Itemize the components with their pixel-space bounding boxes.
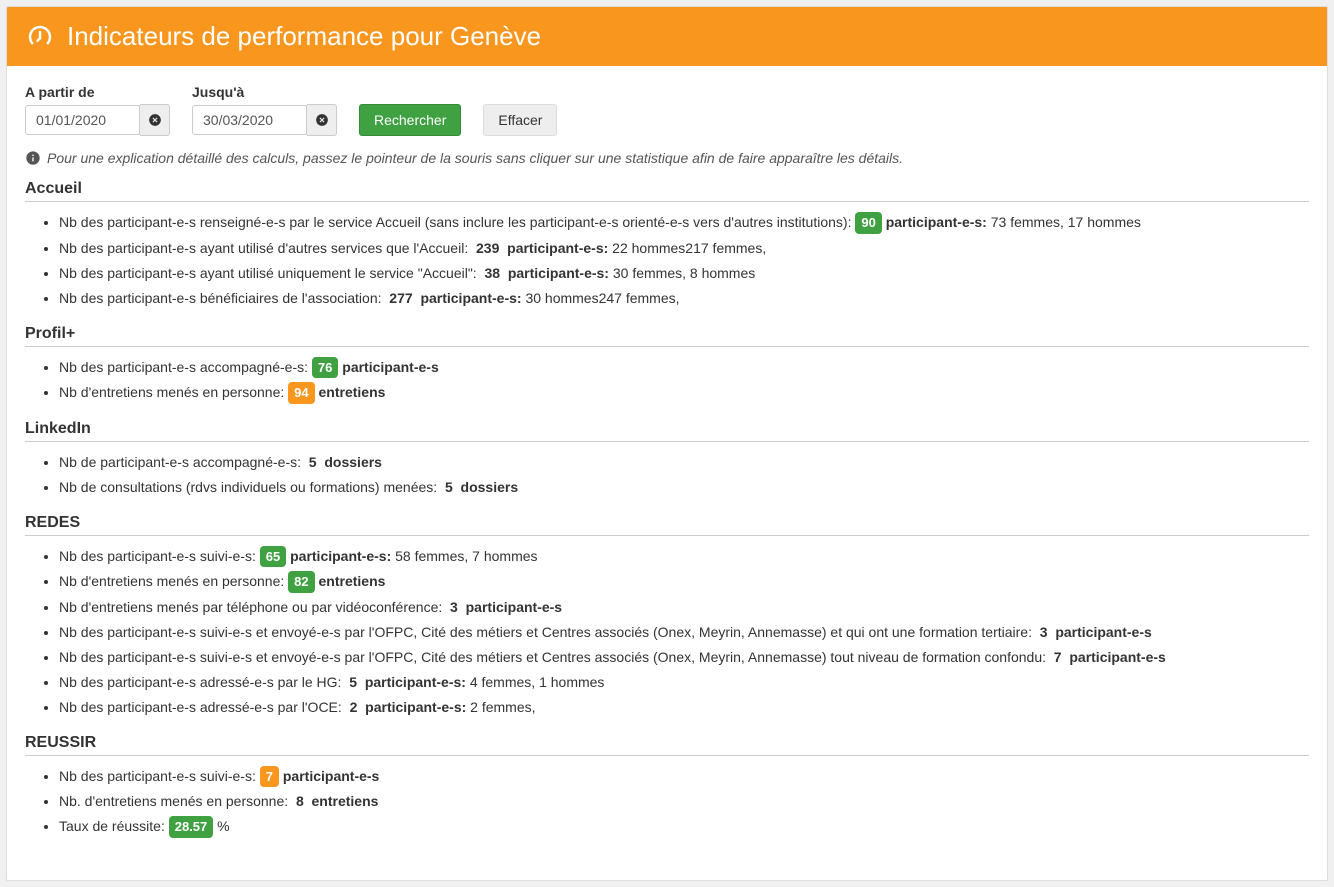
section-reussir: REUSSIR Nb des participant-e-s suivi-e-s… bbox=[25, 734, 1309, 840]
badge: 76 bbox=[312, 357, 338, 379]
header-bar: Indicateurs de performance pour Genève bbox=[7, 7, 1327, 66]
metric-item: Nb de consultations (rdvs individuels ou… bbox=[59, 475, 1309, 500]
info-icon bbox=[25, 150, 41, 166]
metric-item: Nb des participant-e-s suivi-e-s et envo… bbox=[59, 620, 1309, 645]
metric-item: Nb des participant-e-s ayant utilisé d'a… bbox=[59, 236, 1309, 261]
badge: 94 bbox=[288, 382, 314, 404]
hint-text: Pour une explication détaillé des calcul… bbox=[25, 150, 1309, 166]
metric-item: Nb des participant-e-s suivi-e-s et envo… bbox=[59, 645, 1309, 670]
section-accueil: Accueil Nb des participant-e-s renseigné… bbox=[25, 180, 1309, 311]
metric-item: Nb des participant-e-s adressé-e-s par l… bbox=[59, 695, 1309, 720]
page-title: Indicateurs de performance pour Genève bbox=[67, 21, 541, 52]
to-date-group: Jusqu'à bbox=[192, 84, 337, 136]
section-title: Profil+ bbox=[25, 325, 1309, 347]
clear-icon bbox=[315, 113, 329, 127]
from-date-clear-button[interactable] bbox=[140, 104, 170, 136]
metric-item: Nb des participant-e-s bénéficiaires de … bbox=[59, 286, 1309, 311]
section-linkedin: LinkedIn Nb de participant-e-s accompagn… bbox=[25, 420, 1309, 500]
section-title: REUSSIR bbox=[25, 734, 1309, 756]
section-title: LinkedIn bbox=[25, 420, 1309, 442]
content-area: A partir de Jusqu'à Rechercher bbox=[7, 66, 1327, 880]
search-button[interactable]: Rechercher bbox=[359, 104, 461, 136]
metric-item: Nb des participant-e-s accompagné-e-s: 7… bbox=[59, 355, 1309, 381]
metric-item: Taux de réussite: 28.57 % bbox=[59, 814, 1309, 840]
section-title: REDES bbox=[25, 514, 1309, 536]
to-date-clear-button[interactable] bbox=[307, 104, 337, 136]
badge: 82 bbox=[288, 571, 314, 593]
metric-item: Nb d'entretiens menés en personne: 94 en… bbox=[59, 380, 1309, 406]
section-title: Accueil bbox=[25, 180, 1309, 202]
metric-item: Nb des participant-e-s suivi-e-s: 7 part… bbox=[59, 764, 1309, 790]
metric-item: Nb d'entretiens menés en personne: 82 en… bbox=[59, 569, 1309, 595]
section-profilplus: Profil+ Nb des participant-e-s accompagn… bbox=[25, 325, 1309, 406]
from-date-input[interactable] bbox=[25, 105, 140, 135]
main-panel: Indicateurs de performance pour Genève A… bbox=[6, 6, 1328, 881]
to-date-input[interactable] bbox=[192, 105, 307, 135]
from-date-label: A partir de bbox=[25, 84, 170, 100]
from-date-group: A partir de bbox=[25, 84, 170, 136]
metric-item: Nb. d'entretiens menés en personne: 8 en… bbox=[59, 789, 1309, 814]
badge: 28.57 bbox=[169, 816, 214, 838]
to-date-label: Jusqu'à bbox=[192, 84, 337, 100]
filter-row: A partir de Jusqu'à Rechercher bbox=[25, 84, 1309, 136]
metric-item: Nb des participant-e-s adressé-e-s par l… bbox=[59, 670, 1309, 695]
clear-icon bbox=[148, 113, 162, 127]
metric-item: Nb d'entretiens menés par téléphone ou p… bbox=[59, 595, 1309, 620]
badge: 7 bbox=[260, 766, 279, 788]
section-redes: REDES Nb des participant-e-s suivi-e-s: … bbox=[25, 514, 1309, 720]
badge: 90 bbox=[855, 212, 881, 234]
metric-item: Nb de participant-e-s accompagné-e-s: 5 … bbox=[59, 450, 1309, 475]
badge: 65 bbox=[260, 546, 286, 568]
metric-item: Nb des participant-e-s renseigné-e-s par… bbox=[59, 210, 1309, 236]
clear-button[interactable]: Effacer bbox=[483, 104, 557, 136]
gauge-icon bbox=[25, 22, 55, 52]
metric-item: Nb des participant-e-s suivi-e-s: 65 par… bbox=[59, 544, 1309, 570]
metric-item: Nb des participant-e-s ayant utilisé uni… bbox=[59, 261, 1309, 286]
